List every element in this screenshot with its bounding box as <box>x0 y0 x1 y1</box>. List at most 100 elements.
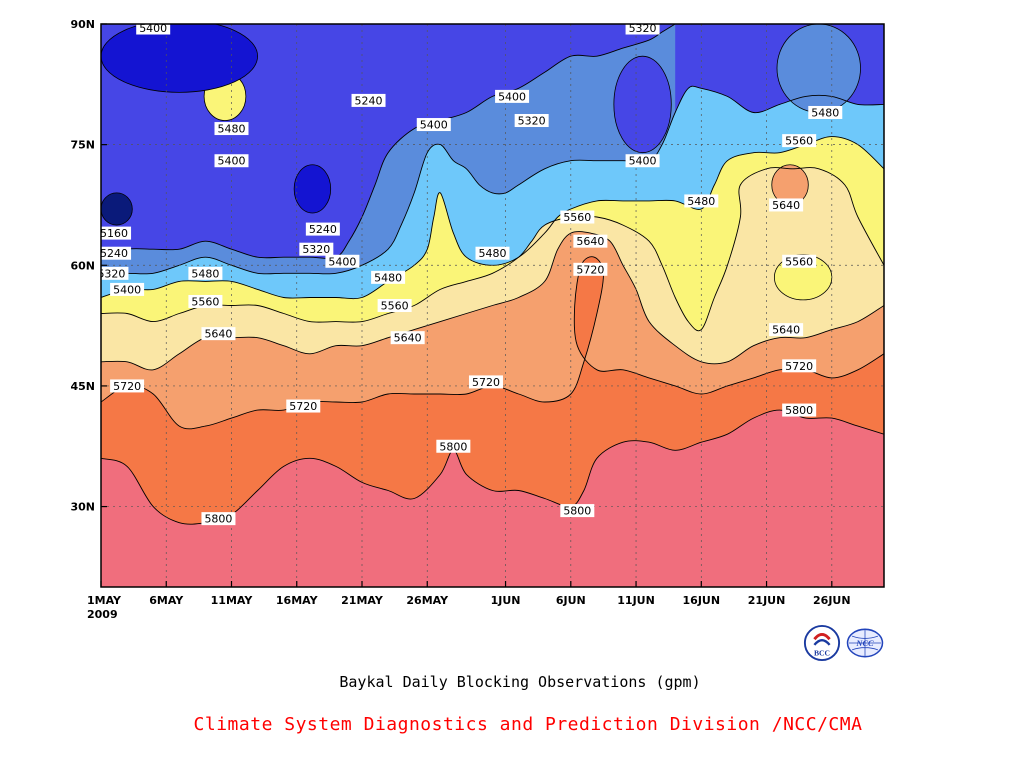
contour-label: 5480 <box>687 195 715 208</box>
contour-label: 5400 <box>629 155 657 168</box>
contour-label-bg <box>188 266 223 280</box>
contour-label: 5240 <box>100 247 128 260</box>
x-tick-label: 16MAY <box>276 594 319 607</box>
closed-contour-5400-6 <box>776 24 861 113</box>
contour-label-bg <box>468 375 503 389</box>
contour-line-5560 <box>101 167 884 332</box>
x-year-label: 2009 <box>87 608 118 621</box>
contour-labels: 5800 5800 5800 5800 5720 5720 5720 5720 5720 5640… <box>97 22 843 526</box>
svg-text:NCC: NCC <box>855 639 874 648</box>
contour-label: 5400 <box>498 90 526 103</box>
contour-label-bg <box>201 512 236 526</box>
contour-label: 5400 <box>218 155 246 168</box>
svg-text:BCC: BCC <box>814 648 830 657</box>
contour-label-bg <box>377 299 412 312</box>
contour-label-bg <box>782 134 817 148</box>
x-tick-label: 11MAY <box>211 594 254 607</box>
contour-label: 5800 <box>204 513 232 526</box>
x-tick-label: 26MAY <box>406 594 449 607</box>
x-tick-label: 16JUN <box>683 594 721 607</box>
contour-label-bg <box>782 403 817 417</box>
contour-label: 5160 <box>100 227 128 240</box>
contour-label: 5400 <box>139 22 167 35</box>
contour-label-bg <box>625 154 660 168</box>
contour-label-bg <box>325 254 360 268</box>
contour-lines <box>101 24 884 525</box>
contour-label: 5800 <box>785 404 813 417</box>
y-tick-label: 75N <box>70 139 95 152</box>
contour-label: 5480 <box>811 106 839 119</box>
contour-label: 5640 <box>394 332 422 345</box>
contour-label-bg <box>110 282 145 296</box>
contour-label: 5800 <box>563 505 591 518</box>
contour-label-bg <box>782 254 817 268</box>
x-tick-label: 1MAY <box>87 594 122 607</box>
contour-label: 5640 <box>576 235 604 248</box>
contour-label-bg <box>782 359 817 373</box>
contour-label-bg <box>201 327 236 341</box>
contour-label: 5800 <box>439 440 467 453</box>
contour-label-bg <box>495 89 530 103</box>
contour-label-bg <box>436 439 471 453</box>
contour-label: 5720 <box>785 360 813 373</box>
x-tick-label: 11JUN <box>617 594 655 607</box>
contour-label-bg <box>416 118 451 132</box>
contour-line-5320 <box>101 24 676 259</box>
contour-label: 5480 <box>479 247 507 260</box>
contour-label: 5560 <box>381 300 409 313</box>
contour-label-bg <box>625 24 660 35</box>
contour-label-bg <box>390 331 425 345</box>
x-tick-label: 21MAY <box>341 594 384 607</box>
closed-contour-5160-2 <box>101 192 133 226</box>
contour-label-bg <box>475 246 510 260</box>
contour-label: 5240 <box>355 94 383 107</box>
axes: 1MAY 6MAY 11MAY 16MAY 21MAY 26MAY 1JUN 6JUN 11JU… <box>70 18 850 621</box>
contour-label: 5320 <box>302 243 330 256</box>
contour-label-bg <box>560 210 595 224</box>
contour-label-bg <box>573 234 608 248</box>
contour-label: 5320 <box>629 22 657 35</box>
ncc-logo: NCC <box>846 628 884 658</box>
contour-label-bg <box>286 399 321 413</box>
contour-label: 5720 <box>113 380 141 393</box>
x-tick-label: 6JUN <box>556 594 586 607</box>
contour-line-5720 <box>101 256 884 430</box>
contour-label-bg <box>684 194 719 208</box>
credit-line: Climate System Diagnostics and Predictio… <box>193 714 863 735</box>
contour-label-bg <box>305 222 340 236</box>
closed-contour-5240-1 <box>293 164 332 214</box>
contour-label: 5320 <box>518 115 546 128</box>
contour-label: 5560 <box>785 135 813 148</box>
contour-label-bg <box>769 198 804 212</box>
contour-label-bg <box>299 242 334 256</box>
contour-label-bg <box>769 323 804 337</box>
chart-title: Baykal Daily Blocking Observations (gpm) <box>339 673 701 691</box>
contour-label-bg <box>808 105 843 119</box>
contour-label-bg <box>560 504 595 518</box>
contour-label: 5560 <box>785 255 813 268</box>
contour-label: 5480 <box>191 267 219 280</box>
contour-label: 5400 <box>113 283 141 296</box>
closed-contour-5320-5 <box>613 55 672 154</box>
contour-label-bg <box>101 226 132 240</box>
band-fill-5800 <box>101 410 884 587</box>
contour-label-bg <box>188 294 223 308</box>
y-tick-label: 45N <box>70 380 95 393</box>
bcc-logo: BCC <box>803 624 841 662</box>
contour-label: 5720 <box>472 376 500 389</box>
x-tick-label: 21JUN <box>748 594 786 607</box>
contour-label-bg <box>101 266 129 280</box>
contour-label: 5640 <box>204 328 232 341</box>
contour-label: 5640 <box>772 324 800 337</box>
contour-label: 5560 <box>191 295 219 308</box>
closed-contour-5240-7 <box>101 24 258 93</box>
contour-line-5480 <box>101 136 884 300</box>
contour-label-bg <box>214 154 249 168</box>
y-tick-label: 60N <box>70 259 95 272</box>
contour-label: 5400 <box>328 255 356 268</box>
contour-line-5640 <box>101 231 884 371</box>
x-tick-label: 6MAY <box>149 594 184 607</box>
contour-label-bg <box>573 262 608 276</box>
contour-label: 5320 <box>97 267 125 280</box>
